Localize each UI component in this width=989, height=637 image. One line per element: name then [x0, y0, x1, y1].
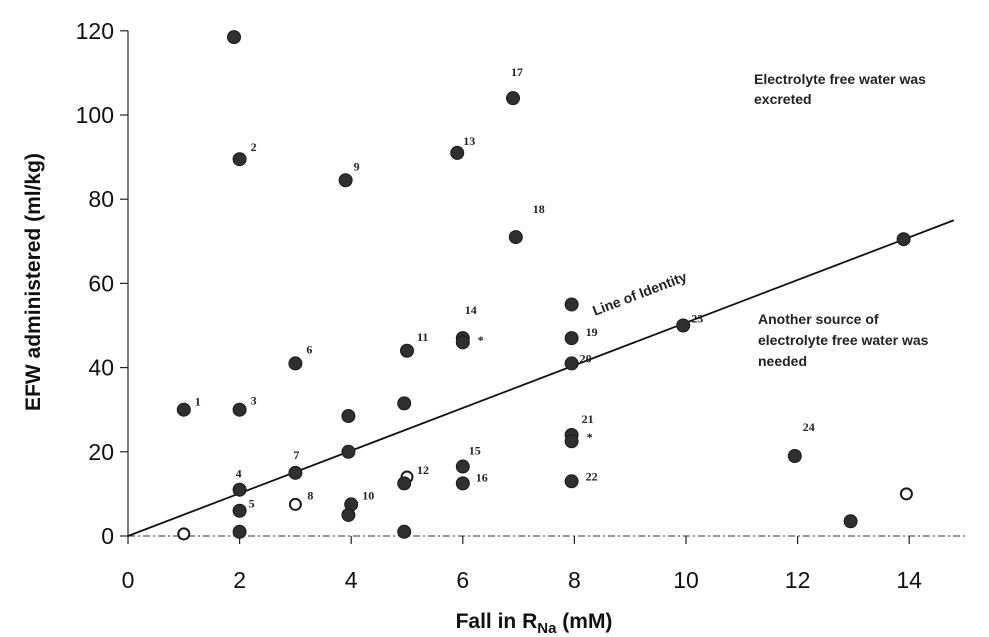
data-point-filled	[455, 459, 470, 474]
annotation-line: needed	[758, 353, 807, 369]
data-point-filled	[508, 230, 523, 245]
data-point-filled	[176, 402, 191, 417]
data-point-filled	[564, 331, 579, 346]
point-label: 17	[511, 65, 523, 79]
annotations: Electrolyte free water was excreted Anothe…	[754, 71, 929, 369]
point-label: 10	[362, 488, 374, 502]
x-tick-label: 14	[896, 567, 922, 593]
identity-line	[127, 219, 955, 537]
data-point-open	[288, 497, 302, 511]
data-point-filled	[288, 356, 303, 371]
point-label: 5	[249, 497, 255, 511]
x-tick-label: 0	[122, 567, 135, 593]
point-label: 7	[293, 448, 299, 462]
x-axis-title: Fall in RNa (mM)	[456, 610, 613, 637]
point-label: 19	[586, 325, 598, 339]
data-point-filled	[896, 232, 911, 247]
data-point-filled	[397, 476, 412, 491]
data-point-filled	[787, 449, 802, 464]
point-label: 23	[691, 312, 703, 326]
point-label: 6	[306, 342, 312, 356]
y-tick-label: 100	[76, 102, 114, 128]
point-label: 18	[533, 202, 545, 216]
point-label: 9	[354, 159, 360, 173]
data-point-filled	[341, 444, 356, 459]
point-label: 1	[195, 395, 201, 409]
point-label: 14	[465, 303, 477, 317]
point-label: 22	[586, 469, 598, 483]
point-label: 3	[251, 394, 257, 408]
data-point-filled	[232, 503, 247, 518]
data-point-filled	[564, 297, 579, 312]
identity-line-label: Line of Identity	[590, 268, 689, 319]
point-label: 20	[580, 351, 592, 365]
y-tick-label: 60	[88, 270, 114, 296]
data-point-filled	[450, 145, 465, 160]
data-point-filled	[564, 434, 579, 449]
annotation-line: electrolyte free water was	[758, 332, 929, 348]
point-label: 16	[476, 470, 488, 484]
y-axis-title: EFW administered (ml/kg)	[22, 153, 45, 411]
data-point-filled	[676, 318, 691, 333]
x-tick-label: 6	[456, 567, 469, 593]
annotation-line: excreted	[754, 91, 812, 107]
data-point-filled	[564, 474, 579, 489]
data-point-filled	[341, 507, 356, 522]
data-point-filled	[232, 152, 247, 167]
data-point-filled	[843, 514, 858, 529]
x-tick-label: 10	[673, 567, 699, 593]
data-point-filled	[506, 91, 521, 106]
identity-line-group: Line of Identity	[127, 219, 955, 537]
annotation-1: Electrolyte free water was excreted	[754, 71, 926, 107]
data-point-filled	[455, 476, 470, 491]
y-tick-label: 0	[101, 523, 114, 549]
data-point-filled	[227, 30, 242, 45]
data-points: 1234567891011121314*15161718192021*22232…	[176, 30, 913, 541]
data-point-filled	[232, 482, 247, 497]
x-tick-label: 4	[345, 567, 358, 593]
y-tick-label: 120	[76, 18, 114, 44]
asterisk-marker: *	[478, 333, 484, 347]
data-point-filled	[397, 396, 412, 411]
point-label: 15	[469, 444, 481, 458]
point-label: 8	[307, 488, 313, 502]
data-point-filled	[400, 343, 414, 358]
data-point-filled	[232, 402, 247, 417]
data-point-filled	[564, 356, 579, 371]
data-point-open	[899, 487, 913, 501]
point-label: 2	[251, 140, 257, 154]
point-label: 21	[582, 412, 594, 426]
annotation-2: Another source of electrolyte free water …	[758, 311, 929, 369]
asterisk-marker: *	[587, 430, 593, 444]
data-point-filled	[341, 409, 356, 424]
data-point-filled	[455, 335, 470, 350]
data-point-filled	[232, 524, 247, 539]
y-tick-label: 20	[88, 439, 114, 465]
x-tick-label: 2	[233, 567, 246, 593]
y-tick-label: 80	[88, 186, 114, 212]
data-point-filled	[397, 524, 412, 539]
annotation-line: Electrolyte free water was	[754, 71, 926, 87]
data-point-open	[177, 527, 191, 541]
x-tick-label: 8	[568, 567, 581, 593]
point-label: 13	[463, 134, 475, 148]
annotation-line: Another source of	[758, 311, 879, 327]
x-tick-label: 12	[785, 567, 811, 593]
point-label: 24	[803, 420, 815, 434]
point-label: 4	[236, 467, 242, 481]
y-tick-label: 40	[88, 355, 114, 381]
data-point-filled	[338, 173, 353, 188]
data-point-filled	[288, 465, 303, 480]
point-label: 11	[417, 330, 428, 344]
point-label: 12	[417, 463, 429, 477]
